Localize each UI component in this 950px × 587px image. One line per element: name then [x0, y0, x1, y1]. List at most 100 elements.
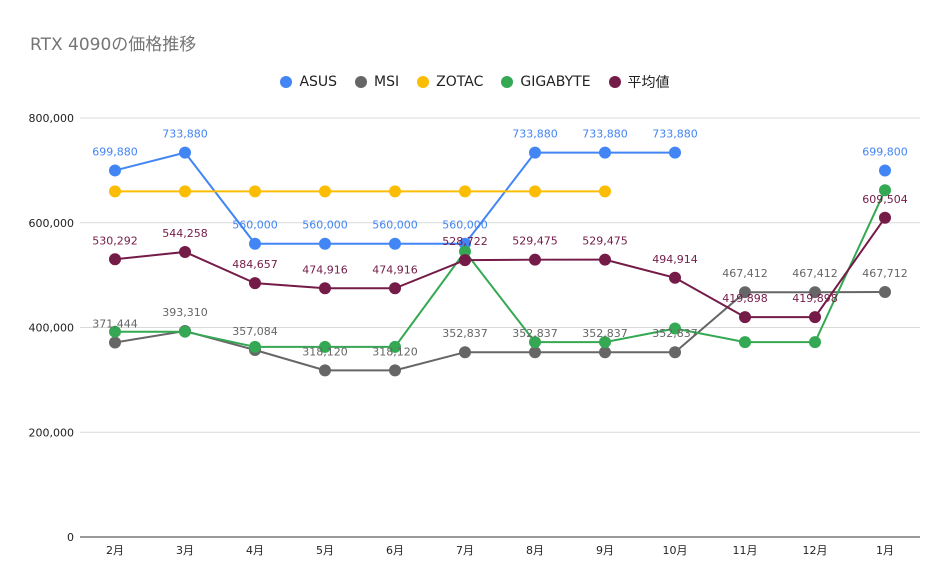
data-label: 467,412 — [722, 267, 768, 280]
legend-label: ZOTAC — [436, 74, 484, 90]
x-tick-label: 7月 — [456, 544, 474, 557]
data-label: 560,000 — [302, 219, 348, 232]
data-label: 699,800 — [862, 145, 908, 158]
data-label: 474,916 — [302, 263, 348, 276]
data-point — [879, 211, 891, 224]
x-tick-label: 12月 — [803, 544, 828, 557]
data-label: 352,837 — [582, 327, 628, 340]
data-point — [389, 340, 401, 353]
data-label: 560,000 — [442, 219, 488, 232]
data-point — [529, 336, 541, 349]
data-label: 357,084 — [232, 325, 278, 338]
data-point — [809, 286, 821, 299]
data-point — [319, 340, 331, 353]
data-point — [249, 185, 261, 198]
data-point — [179, 245, 191, 258]
series-line — [114, 217, 886, 319]
x-tick-label: 11月 — [733, 544, 758, 557]
data-point — [319, 185, 331, 198]
data-point — [249, 237, 261, 250]
data-point — [529, 185, 541, 198]
legend-marker — [280, 76, 293, 88]
legend-item-zotac[interactable]: ZOTAC — [417, 72, 483, 92]
data-label: 560,000 — [372, 219, 418, 232]
legend-label: ASUS — [299, 74, 338, 90]
data-label: 530,292 — [92, 234, 138, 247]
data-label: 733,880 — [582, 128, 628, 141]
data-point — [669, 146, 681, 159]
data-point — [249, 340, 261, 353]
y-tick-label: 600,000 — [29, 217, 75, 230]
legend-item-average[interactable]: 平均値 — [608, 72, 670, 92]
x-tick-label: 4月 — [246, 544, 264, 557]
data-point — [739, 311, 751, 324]
data-point — [809, 311, 821, 324]
x-tick-label: 3月 — [176, 544, 194, 557]
data-point — [879, 184, 891, 197]
data-point — [319, 237, 331, 250]
data-point — [529, 253, 541, 266]
data-point — [179, 185, 191, 198]
data-label: 352,837 — [652, 327, 698, 340]
data-point — [669, 346, 681, 359]
data-label: 733,880 — [162, 128, 208, 141]
data-label: 733,880 — [652, 128, 698, 141]
data-label: 528,722 — [442, 235, 488, 248]
data-label: 560,000 — [232, 219, 278, 232]
data-point — [739, 286, 751, 299]
legend-item-asus[interactable]: ASUS — [280, 72, 337, 92]
data-point — [739, 336, 751, 349]
data-point — [179, 325, 191, 338]
data-label: 609,504 — [862, 193, 908, 206]
data-label: 393,310 — [162, 306, 208, 319]
x-tick-label: 10月 — [663, 544, 688, 557]
y-tick-label: 400,000 — [29, 322, 75, 335]
data-label: 529,475 — [512, 235, 558, 248]
data-point — [529, 146, 541, 159]
data-label: 529,475 — [582, 235, 628, 248]
data-label: 419,898 — [792, 292, 838, 305]
data-point — [809, 336, 821, 349]
legend: ASUS MSI ZOTAC GIGABYTE 平均値 — [0, 72, 950, 92]
data-label: 352,837 — [442, 327, 488, 340]
data-label: 371,444 — [92, 317, 138, 330]
series-line — [114, 291, 886, 372]
data-point — [319, 364, 331, 377]
legend-marker — [608, 76, 621, 88]
x-tick-label: 9月 — [596, 544, 614, 557]
data-label: 352,837 — [512, 327, 558, 340]
data-point — [459, 346, 471, 359]
data-label: 467,412 — [792, 267, 838, 280]
series-line — [115, 189, 886, 348]
data-point — [109, 164, 121, 177]
data-point — [669, 271, 681, 284]
data-point — [249, 277, 261, 290]
data-point — [319, 282, 331, 295]
data-point — [109, 253, 121, 266]
x-tick-label: 2月 — [106, 544, 124, 557]
data-point — [529, 346, 541, 359]
x-tick-label: 5月 — [316, 544, 334, 557]
x-tick-label: 1月 — [876, 544, 894, 557]
data-point — [599, 346, 611, 359]
data-point — [459, 254, 471, 267]
data-label: 484,657 — [232, 258, 278, 271]
data-point — [389, 185, 401, 198]
legend-label: GIGABYTE — [520, 74, 591, 90]
chart-title: RTX 4090の価格推移 — [30, 35, 197, 55]
data-label: 494,914 — [652, 253, 698, 266]
data-point — [879, 164, 891, 177]
legend-item-msi[interactable]: MSI — [355, 72, 399, 92]
legend-item-gigabyte[interactable]: GIGABYTE — [501, 72, 591, 92]
data-point — [179, 146, 191, 159]
data-point — [109, 325, 121, 338]
legend-marker — [501, 76, 514, 88]
data-label: 467,712 — [862, 267, 908, 280]
legend-label: MSI — [374, 74, 400, 90]
y-tick-label: 200,000 — [29, 426, 75, 439]
data-label: 699,880 — [92, 145, 138, 158]
legend-marker — [417, 76, 430, 88]
x-tick-label: 6月 — [386, 544, 404, 557]
data-point — [459, 245, 471, 258]
data-point — [599, 185, 611, 198]
